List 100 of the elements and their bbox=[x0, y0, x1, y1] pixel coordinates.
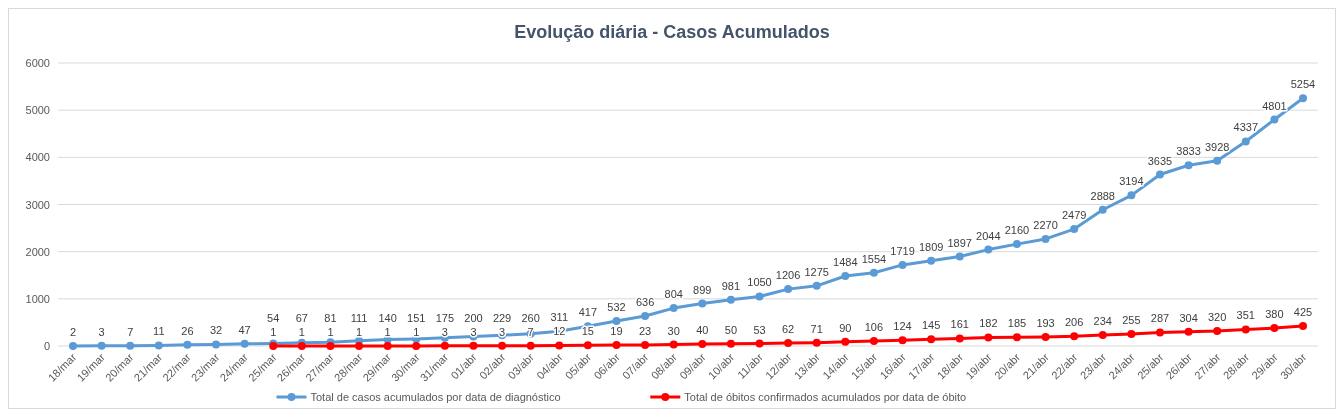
data-label: 1275 bbox=[804, 265, 829, 278]
data-label: 71 bbox=[810, 322, 823, 335]
point bbox=[669, 340, 678, 349]
point bbox=[1184, 161, 1193, 170]
point bbox=[641, 312, 650, 320]
point bbox=[97, 341, 106, 350]
point bbox=[1155, 328, 1164, 337]
legend-label: Total de casos acumulados por data de diagnóstico bbox=[310, 391, 561, 403]
point bbox=[612, 316, 621, 325]
point bbox=[1270, 115, 1279, 124]
point bbox=[755, 292, 764, 301]
data-label: 53 bbox=[753, 323, 766, 336]
point bbox=[212, 340, 221, 349]
point bbox=[1184, 327, 1193, 336]
data-label: 1 bbox=[327, 325, 334, 338]
data-label: 260 bbox=[521, 311, 540, 324]
point bbox=[1041, 332, 1050, 341]
data-label: 206 bbox=[1064, 316, 1084, 329]
point bbox=[955, 334, 964, 343]
y-tick-label: 0 bbox=[43, 340, 50, 352]
data-label: 40 bbox=[696, 324, 709, 337]
point bbox=[812, 338, 821, 347]
point bbox=[526, 341, 535, 350]
point bbox=[984, 245, 993, 254]
point bbox=[412, 341, 421, 350]
data-label: 19 bbox=[610, 325, 623, 338]
data-label: 1050 bbox=[747, 276, 772, 289]
point bbox=[755, 339, 764, 348]
point bbox=[469, 341, 478, 350]
point bbox=[355, 341, 364, 350]
data-label: 62 bbox=[781, 323, 795, 336]
data-label: 4801 bbox=[1262, 99, 1287, 112]
data-label: 981 bbox=[721, 279, 741, 292]
data-label: 54 bbox=[267, 311, 280, 324]
legend-label: Total de óbitos confirmados acumulados por data de óbito bbox=[684, 391, 967, 403]
data-label: 2888 bbox=[1090, 189, 1116, 202]
point bbox=[1127, 191, 1136, 200]
point bbox=[1127, 329, 1136, 338]
point bbox=[784, 339, 793, 348]
data-label: 1206 bbox=[775, 269, 801, 282]
data-label: 3928 bbox=[1204, 140, 1230, 153]
data-label: 47 bbox=[238, 323, 251, 336]
point bbox=[1241, 325, 1250, 334]
data-label: 11 bbox=[153, 325, 165, 338]
data-label: 311 bbox=[550, 311, 569, 324]
point bbox=[1012, 240, 1021, 249]
data-label: 899 bbox=[693, 283, 712, 296]
data-label: 229 bbox=[492, 311, 512, 324]
data-label: 1554 bbox=[861, 252, 887, 265]
point bbox=[726, 295, 735, 304]
data-label: 30 bbox=[667, 324, 680, 337]
data-label: 1 bbox=[298, 325, 305, 338]
data-label: 26 bbox=[181, 324, 194, 337]
data-label: 185 bbox=[1007, 317, 1027, 330]
data-label: 3194 bbox=[1119, 175, 1144, 188]
point bbox=[784, 285, 793, 294]
point bbox=[812, 281, 821, 290]
y-tick-label: 6000 bbox=[25, 57, 50, 69]
chart-title: Evolução diária - Casos Acumulados bbox=[514, 22, 830, 42]
data-label: 1 bbox=[384, 325, 391, 338]
point bbox=[383, 341, 392, 350]
y-tick-label: 2000 bbox=[25, 245, 50, 258]
point bbox=[1041, 234, 1050, 243]
point bbox=[612, 341, 621, 350]
data-label: 304 bbox=[1179, 311, 1198, 324]
point bbox=[440, 341, 449, 350]
data-label: 3 bbox=[470, 325, 477, 338]
data-label: 145 bbox=[921, 319, 941, 332]
data-label: 182 bbox=[979, 317, 998, 330]
data-label: 2270 bbox=[1033, 218, 1058, 231]
data-label: 7 bbox=[127, 325, 134, 338]
point bbox=[669, 304, 678, 313]
data-label: 50 bbox=[724, 323, 738, 336]
data-label: 106 bbox=[864, 321, 884, 333]
point bbox=[955, 252, 964, 261]
point bbox=[869, 268, 878, 277]
data-label: 636 bbox=[635, 296, 655, 308]
data-label: 3 bbox=[98, 325, 105, 338]
point bbox=[1012, 333, 1021, 342]
data-label: 234 bbox=[1093, 314, 1112, 327]
data-label: 2044 bbox=[976, 229, 1001, 242]
point bbox=[183, 340, 192, 349]
point bbox=[1213, 156, 1222, 165]
data-label: 1 bbox=[413, 325, 420, 338]
y-tick-label: 3000 bbox=[25, 198, 50, 211]
point bbox=[1270, 324, 1279, 333]
data-label: 140 bbox=[378, 311, 397, 324]
point bbox=[841, 272, 850, 281]
point bbox=[583, 341, 592, 350]
data-label: 3833 bbox=[1176, 145, 1201, 158]
point bbox=[240, 339, 249, 348]
data-label: 1484 bbox=[833, 256, 858, 268]
data-label: 2160 bbox=[1004, 224, 1030, 237]
point bbox=[927, 256, 936, 265]
data-label: 175 bbox=[435, 311, 455, 324]
point bbox=[1213, 326, 1222, 335]
data-label: 1897 bbox=[947, 236, 972, 249]
data-label: 804 bbox=[664, 288, 683, 301]
point bbox=[154, 341, 163, 350]
data-label: 351 bbox=[1236, 309, 1255, 322]
